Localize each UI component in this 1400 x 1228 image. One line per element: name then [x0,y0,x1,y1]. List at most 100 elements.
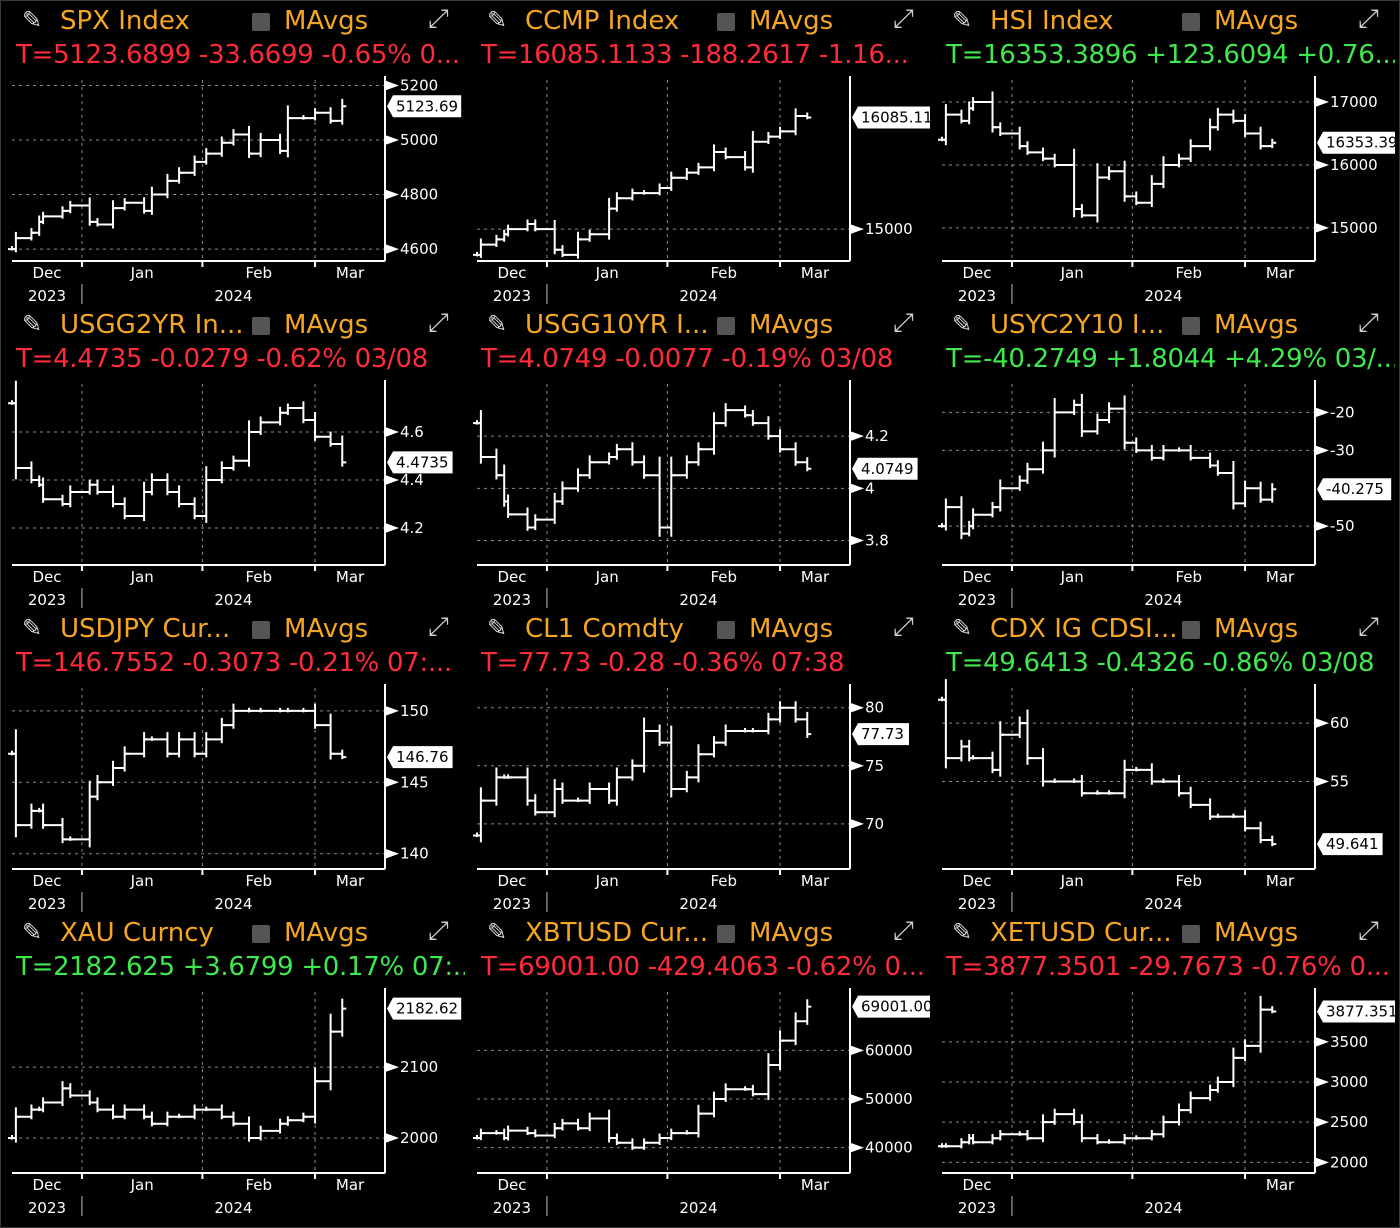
security-title[interactable]: HSI Index [990,6,1114,36]
pencil-icon[interactable]: ✎ [952,614,973,642]
mavgs-label[interactable]: MAvgs [1214,310,1299,340]
month-label: Mar [801,264,830,282]
price-bar [1109,395,1129,450]
year-label: 2023 [958,591,996,608]
chart-panel[interactable]: ✎ CCMP Index MAvgs ⤢ T=16085.1133 -188.2… [465,0,930,304]
last-price-box [1317,833,1383,856]
security-title[interactable]: USGG10YR I... [525,310,709,340]
chart-panel[interactable]: ✎ XBTUSD Cur... MAvgs ⤢ T=69001.00 -429.… [465,912,930,1216]
pencil-icon[interactable]: ✎ [487,918,508,946]
security-title[interactable]: CDX IG CDSI... [990,614,1178,644]
chart-panel[interactable]: ✎ USDJPY Cur... MAvgs ⤢ T=146.7552 -0.30… [0,608,465,912]
expand-arrows-icon[interactable]: ⤢ [1358,916,1379,946]
pencil-icon[interactable]: ✎ [22,310,43,338]
expand-arrows-icon[interactable]: ⤢ [428,308,449,338]
security-title[interactable]: USDJPY Cur... [60,614,231,644]
mavgs-label[interactable]: MAvgs [284,614,369,644]
price-bar [1217,460,1238,510]
pencil-icon[interactable]: ✎ [22,918,43,946]
security-title[interactable]: XBTUSD Cur... [525,918,709,948]
expand-arrows-icon[interactable]: ⤢ [893,4,914,34]
expand-arrows-icon[interactable]: ⤢ [1358,308,1379,338]
tick-marker [1315,1117,1329,1128]
mavgs-checkbox[interactable] [717,925,735,943]
price-bar [1260,835,1277,847]
mavgs-checkbox[interactable] [1182,925,1200,943]
pencil-icon[interactable]: ✎ [487,6,508,34]
mavgs-checkbox[interactable] [717,621,735,639]
panel-header: ✎ XBTUSD Cur... MAvgs ⤢ [465,916,930,952]
price-bar [969,508,978,530]
pencil-icon[interactable]: ✎ [952,310,973,338]
security-title[interactable]: SPX Index [60,6,190,36]
pencil-icon[interactable]: ✎ [952,6,973,34]
price-change-line: T=16085.1133 -188.2617 -1.16... [481,40,909,70]
chart-panel[interactable]: ✎ HSI Index MAvgs ⤢ T=16353.3896 +123.60… [930,0,1395,304]
mavgs-checkbox[interactable] [252,925,270,943]
mavgs-label[interactable]: MAvgs [749,918,834,948]
expand-arrows-icon[interactable]: ⤢ [893,612,914,642]
expand-arrows-icon[interactable]: ⤢ [428,4,449,34]
pencil-icon[interactable]: ✎ [22,6,43,34]
expand-arrows-icon[interactable]: ⤢ [428,916,449,946]
pencil-icon[interactable]: ✎ [487,310,508,338]
mavgs-label[interactable]: MAvgs [1214,6,1299,36]
last-price-box [387,997,462,1020]
expand-arrows-icon[interactable]: ⤢ [1358,612,1379,642]
mavgs-label[interactable]: MAvgs [749,6,834,36]
expand-arrows-icon[interactable]: ⤢ [893,308,914,338]
chart-panel[interactable]: ✎ XAU Curncy MAvgs ⤢ T=2182.625 +3.6799 … [0,912,465,1216]
mavgs-label[interactable]: MAvgs [749,614,834,644]
y-tick-label: 2500 [1330,1113,1368,1131]
chart-panel[interactable]: ✎ CL1 Comdty MAvgs ⤢ T=77.73 -0.28 -0.36… [465,608,930,912]
mavgs-label[interactable]: MAvgs [749,310,834,340]
price-bar [562,231,583,259]
month-label: Dec [32,872,61,890]
price-bar [1217,1047,1238,1088]
mavgs-label[interactable]: MAvgs [1214,614,1299,644]
mavgs-checkbox[interactable] [252,13,270,31]
month-label: Mar [801,568,830,586]
security-title[interactable]: CL1 Comdty [525,614,684,644]
price-bar [504,224,513,237]
month-label: Mar [1266,568,1295,586]
chart-panel[interactable]: ✎ XETUSD Cur... MAvgs ⤢ T=3877.3501 -29.… [930,912,1395,1216]
mavgs-checkbox[interactable] [1182,317,1200,335]
expand-arrows-icon[interactable]: ⤢ [893,916,914,946]
last-price-label: 77.73 [861,725,904,743]
y-tick-label: 2100 [400,1058,438,1076]
pencil-icon[interactable]: ✎ [487,614,508,642]
security-title[interactable]: USGG2YR In... [60,310,244,340]
mavgs-checkbox[interactable] [1182,621,1200,639]
mavgs-checkbox[interactable] [252,621,270,639]
pencil-icon[interactable]: ✎ [952,918,973,946]
security-title[interactable]: CCMP Index [525,6,680,36]
pencil-icon[interactable]: ✎ [22,614,43,642]
mavgs-checkbox[interactable] [717,13,735,31]
price-bar [527,514,540,531]
price-bar [167,167,184,184]
expand-arrows-icon[interactable]: ⤢ [1358,4,1379,34]
security-title[interactable]: XETUSD Cur... [990,918,1172,948]
chart-panel[interactable]: ✎ CDX IG CDSI... MAvgs ⤢ T=49.6413 -0.43… [930,608,1395,912]
mavgs-checkbox[interactable] [1182,13,1200,31]
expand-arrows-icon[interactable]: ⤢ [428,612,449,642]
y-tick-label: 4.2 [400,519,424,537]
chart-panel[interactable]: ✎ USGG10YR I... MAvgs ⤢ T=4.0749 -0.0077… [465,304,930,608]
security-title[interactable]: XAU Curncy [60,918,214,948]
security-title[interactable]: USYC2Y10 I... [990,310,1165,340]
mavgs-label[interactable]: MAvgs [284,6,369,36]
price-bar [1260,483,1277,503]
last-price-box [387,95,462,118]
mavgs-label[interactable]: MAvgs [284,918,369,948]
chart-panel[interactable]: ✎ SPX Index MAvgs ⤢ T=5123.6899 -33.6699… [0,0,465,304]
last-price-label: 5123.69 [396,97,458,115]
mavgs-label[interactable]: MAvgs [1214,918,1299,948]
chart-panel[interactable]: ✎ USGG2YR In... MAvgs ⤢ T=4.4735 -0.0279… [0,304,465,608]
y-tick-label: 4.6 [400,423,424,441]
chart-panel[interactable]: ✎ USYC2Y10 I... MAvgs ⤢ T=-40.2749 +1.80… [930,304,1395,608]
mavgs-checkbox[interactable] [717,317,735,335]
mavgs-label[interactable]: MAvgs [284,310,369,340]
mavgs-checkbox[interactable] [252,317,270,335]
tick-marker [1315,97,1329,108]
